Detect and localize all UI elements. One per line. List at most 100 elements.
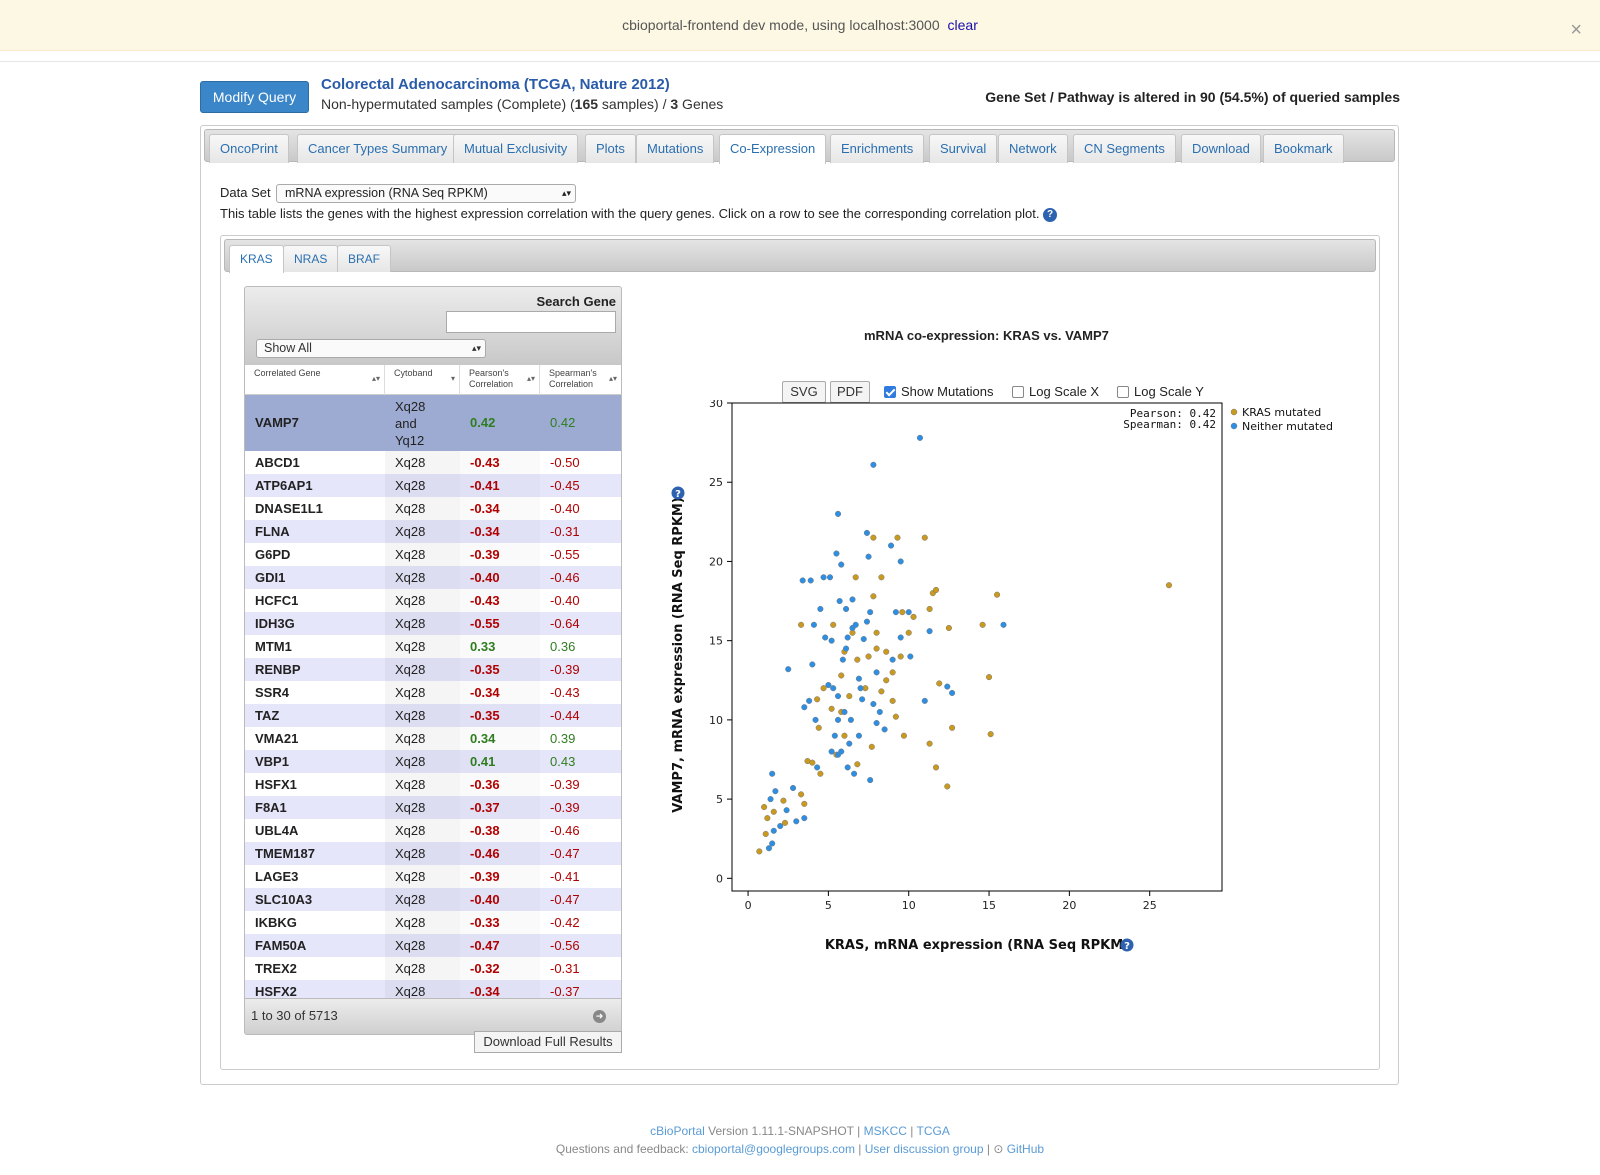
data-point-kras-mutated bbox=[817, 770, 824, 777]
table-row[interactable]: TREX2 Xq28 -0.32 -0.31 bbox=[245, 957, 621, 980]
data-point-kras-mutated bbox=[926, 740, 933, 747]
data-point-kras-mutated bbox=[870, 593, 877, 600]
tab-survival[interactable]: Survival bbox=[929, 134, 998, 163]
gene-cell: DNASE1L1 bbox=[255, 501, 323, 516]
log-scale-x-checkbox[interactable]: Log Scale X bbox=[1012, 385, 1099, 399]
tcga-link[interactable]: TCGA bbox=[916, 1124, 950, 1138]
table-row[interactable]: GDI1 Xq28 -0.40 -0.46 bbox=[245, 566, 621, 589]
table-row[interactable]: HSFX2 Xq28 -0.34 -0.37 bbox=[245, 980, 621, 998]
data-point-neither-mutated bbox=[826, 574, 834, 581]
tab-download[interactable]: Download bbox=[1181, 134, 1261, 163]
tab-oncoprint[interactable]: OncoPrint bbox=[209, 134, 289, 163]
table-row[interactable]: MTM1 Xq28 0.33 0.36 bbox=[245, 635, 621, 658]
github-link[interactable]: GitHub bbox=[1006, 1142, 1045, 1156]
next-page-icon[interactable]: ➜ bbox=[593, 1010, 606, 1023]
data-point-neither-mutated bbox=[855, 675, 862, 682]
x-axis-help-icon[interactable] bbox=[1120, 938, 1134, 952]
tab-mutations[interactable]: Mutations bbox=[636, 134, 715, 163]
close-icon[interactable]: × bbox=[1570, 19, 1582, 41]
help-icon[interactable]: ? bbox=[1043, 207, 1058, 222]
table-row[interactable]: IDH3G Xq28 -0.55 -0.64 bbox=[245, 612, 621, 635]
tab-plots[interactable]: Plots bbox=[585, 134, 636, 163]
table-row[interactable]: ATP6AP1 Xq28 -0.41 -0.45 bbox=[245, 474, 621, 497]
gene-tab-kras[interactable]: KRAS bbox=[229, 245, 284, 273]
search-gene-input[interactable] bbox=[446, 311, 616, 333]
modify-query-button[interactable]: Modify Query bbox=[200, 81, 309, 113]
show-mutations-checkbox[interactable]: Show Mutations bbox=[884, 385, 994, 399]
table-row[interactable]: RENBP Xq28 -0.35 -0.39 bbox=[245, 658, 621, 681]
table-row[interactable]: G6PD Xq28 -0.39 -0.55 bbox=[245, 543, 621, 566]
data-point-neither-mutated bbox=[844, 634, 851, 641]
table-row[interactable]: TAZ Xq28 -0.35 -0.44 bbox=[245, 704, 621, 727]
column-header-cytoband[interactable]: Cytoband ▾ bbox=[385, 365, 460, 395]
tab-enrichments[interactable]: Enrichments bbox=[830, 134, 925, 163]
gene-tab-nras[interactable]: NRAS bbox=[283, 245, 339, 272]
data-point-neither-mutated bbox=[769, 770, 776, 777]
email-link[interactable]: cbioportal@googlegroups.com bbox=[692, 1142, 855, 1156]
cbioportal-link[interactable]: cBioPortal bbox=[650, 1124, 705, 1138]
select-arrows-icon: ▴▾ bbox=[561, 188, 571, 198]
spearman-cell: 0.42 bbox=[550, 415, 576, 430]
tab-bookmark[interactable]: Bookmark bbox=[1263, 134, 1344, 163]
mskcc-link[interactable]: MSKCC bbox=[863, 1124, 907, 1138]
tab-co-expression[interactable]: Co-Expression bbox=[719, 134, 827, 164]
tab-cn-segments[interactable]: CN Segments bbox=[1073, 134, 1176, 163]
spearman-cell: -0.43 bbox=[550, 685, 580, 700]
clear-link[interactable]: clear bbox=[947, 17, 978, 33]
column-header-spearman[interactable]: Spearman's Correlation ▴▾ bbox=[549, 368, 617, 389]
results-tab-bar: OncoPrint Cancer Types Summary Mutual Excl… bbox=[204, 129, 1395, 164]
data-point-neither-mutated bbox=[830, 685, 837, 692]
gene-cell: TMEM187 bbox=[255, 846, 315, 861]
data-point-neither-mutated bbox=[867, 777, 874, 784]
data-point-neither-mutated bbox=[812, 716, 819, 723]
table-row[interactable]: SSR4 Xq28 -0.34 -0.43 bbox=[245, 681, 621, 704]
data-point-kras-mutated bbox=[828, 705, 835, 712]
svg-download-button[interactable]: SVG bbox=[782, 381, 826, 403]
sort-icon: ▴▾ bbox=[608, 374, 617, 383]
table-row[interactable]: ABCD1 Xq28 -0.43 -0.50 bbox=[245, 451, 621, 474]
pdf-download-button[interactable]: PDF bbox=[830, 381, 870, 403]
table-row[interactable]: TMEM187 Xq28 -0.46 -0.47 bbox=[245, 842, 621, 865]
cytoband-cell: Xq28 bbox=[385, 934, 460, 957]
table-row[interactable]: FAM50A Xq28 -0.47 -0.56 bbox=[245, 934, 621, 957]
cytoband-cell: Xq28 bbox=[385, 911, 460, 934]
spearman-cell: -0.39 bbox=[550, 777, 580, 792]
spearman-cell: -0.46 bbox=[550, 823, 580, 838]
table-row[interactable]: LAGE3 Xq28 -0.39 -0.41 bbox=[245, 865, 621, 888]
data-point-neither-mutated bbox=[809, 661, 816, 668]
table-row-selected[interactable]: VAMP7 Xq28 and Yq12 0.42 0.42 bbox=[245, 395, 621, 451]
data-point-neither-mutated bbox=[851, 770, 858, 777]
table-row[interactable]: IKBKG Xq28 -0.33 -0.42 bbox=[245, 911, 621, 934]
table-row[interactable]: VMA21 Xq28 0.34 0.39 bbox=[245, 727, 621, 750]
table-row[interactable]: UBL4A Xq28 -0.38 -0.46 bbox=[245, 819, 621, 842]
y-axis-help-icon[interactable] bbox=[671, 486, 685, 500]
table-row[interactable]: FLNA Xq28 -0.34 -0.31 bbox=[245, 520, 621, 543]
table-row[interactable]: HCFC1 Xq28 -0.43 -0.40 bbox=[245, 589, 621, 612]
log-scale-y-checkbox[interactable]: Log Scale Y bbox=[1117, 385, 1204, 399]
tab-mutual-exclusivity[interactable]: Mutual Exclusivity bbox=[453, 134, 579, 163]
column-header-pearson[interactable]: Pearson's Correlation ▴▾ bbox=[460, 365, 540, 395]
table-row[interactable]: SLC10A3 Xq28 -0.40 -0.47 bbox=[245, 888, 621, 911]
data-point-kras-mutated bbox=[900, 732, 907, 739]
tab-cancer-types-summary[interactable]: Cancer Types Summary bbox=[297, 134, 459, 163]
gene-tab-braf[interactable]: BRAF bbox=[337, 245, 392, 272]
y-tick-label: 20 bbox=[709, 555, 723, 568]
cytoband-cell: Xq28 bbox=[385, 750, 460, 773]
column-header-gene[interactable]: Correlated Gene ▴▾ bbox=[245, 365, 385, 395]
tab-network[interactable]: Network bbox=[998, 134, 1068, 163]
y-tick-label: 15 bbox=[709, 635, 723, 648]
table-row[interactable]: DNASE1L1 Xq28 -0.34 -0.40 bbox=[245, 497, 621, 520]
table-row[interactable]: VBP1 Xq28 0.41 0.43 bbox=[245, 750, 621, 773]
data-point-neither-mutated bbox=[838, 748, 845, 755]
dataset-select[interactable]: mRNA expression (RNA Seq RPKM) ▴▾ bbox=[276, 184, 576, 203]
download-full-results-button[interactable]: Download Full Results bbox=[474, 1031, 622, 1053]
data-point-kras-mutated bbox=[846, 693, 853, 700]
data-point-neither-mutated bbox=[828, 748, 835, 755]
gene-cell: TAZ bbox=[255, 708, 280, 723]
sort-icon: ▴▾ bbox=[371, 374, 380, 383]
filter-select[interactable]: Show All ▴▾ bbox=[256, 339, 486, 358]
table-row[interactable]: HSFX1 Xq28 -0.36 -0.39 bbox=[245, 773, 621, 796]
user-group-link[interactable]: User discussion group bbox=[864, 1142, 984, 1156]
study-title-link[interactable]: Colorectal Adenocarcinoma (TCGA, Nature … bbox=[321, 76, 670, 93]
table-row[interactable]: F8A1 Xq28 -0.37 -0.39 bbox=[245, 796, 621, 819]
